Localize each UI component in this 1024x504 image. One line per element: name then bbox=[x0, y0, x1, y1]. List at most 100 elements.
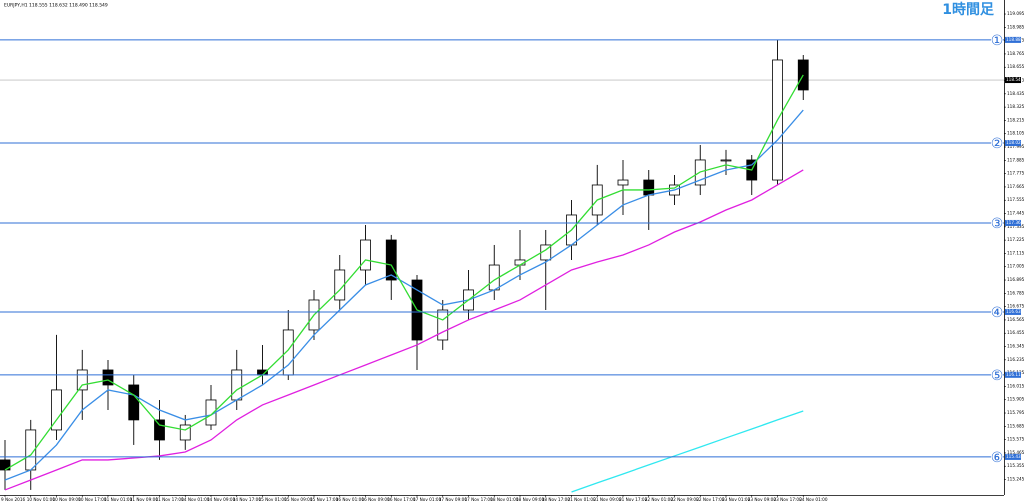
y-tick-label: 117.005 bbox=[1007, 264, 1024, 269]
current-price-label: 118.549 bbox=[1006, 77, 1024, 82]
y-tick-label: 117.885 bbox=[1007, 157, 1024, 162]
x-tick-label: 16 Nov 01:00 bbox=[336, 497, 365, 502]
y-tick-label: 117.665 bbox=[1007, 184, 1024, 189]
candle-body bbox=[643, 179, 655, 196]
y-tick-label: 116.785 bbox=[1007, 290, 1024, 295]
x-tick-label: 15 Nov 17:00 bbox=[310, 497, 339, 502]
y-tick-label: 119.095 bbox=[1007, 11, 1024, 16]
candle-body bbox=[617, 179, 629, 186]
timeframe-label: 1時間足 bbox=[942, 1, 995, 18]
y-tick-label: 118.105 bbox=[1007, 131, 1024, 136]
level-price-label: 116.631 bbox=[1006, 309, 1024, 314]
candle-body bbox=[720, 159, 732, 162]
y-tick-label: 116.565 bbox=[1007, 317, 1024, 322]
y-tick-label: 117.335 bbox=[1007, 224, 1024, 229]
level-label: ③ bbox=[991, 216, 1004, 232]
x-tick-label: 18 Nov 01:00 bbox=[490, 497, 519, 502]
level-price-box bbox=[1005, 308, 1021, 315]
y-tick-label: 117.115 bbox=[1007, 250, 1024, 255]
x-tick-label: 23 Nov 01:00 bbox=[722, 497, 751, 502]
level-marker-bg bbox=[991, 33, 1003, 46]
x-tick-label: 15 Nov 01:00 bbox=[259, 497, 288, 502]
y-tick-label: 116.345 bbox=[1007, 344, 1024, 349]
level-marker-bg bbox=[991, 216, 1003, 229]
x-tick-label: 10 Nov 17:00 bbox=[78, 497, 107, 502]
x-tick-label: 23 Nov 09:00 bbox=[748, 497, 777, 502]
x-tick-label: 14 Nov 09:00 bbox=[207, 497, 236, 502]
y-tick-label: 116.235 bbox=[1007, 357, 1024, 362]
candle-body bbox=[76, 369, 88, 391]
level-price-label: 117.367 bbox=[1006, 220, 1024, 225]
x-tick-label: 18 Nov 09:00 bbox=[516, 497, 545, 502]
y-tick-label: 118.435 bbox=[1007, 91, 1024, 96]
level-label: ① bbox=[991, 33, 1004, 49]
level-marker-bg bbox=[991, 368, 1003, 381]
x-tick-label: 23 Nov 17:00 bbox=[774, 497, 803, 502]
x-tick-label: 15 Nov 09:00 bbox=[284, 497, 313, 502]
level-price-label: 118.881 bbox=[1006, 37, 1024, 42]
y-tick-label: 117.445 bbox=[1007, 211, 1024, 216]
y-tick-label: 115.795 bbox=[1007, 410, 1024, 415]
x-tick-label: 21 Nov 01:00 bbox=[568, 497, 597, 502]
x-tick-label: 22 Nov 09:00 bbox=[671, 497, 700, 502]
x-tick-label: 16 Nov 17:00 bbox=[387, 497, 416, 502]
y-tick-label: 117.555 bbox=[1007, 197, 1024, 202]
candle-body bbox=[437, 309, 449, 341]
x-tick-label: 24 Nov 01:00 bbox=[799, 497, 828, 502]
level-marker-bg bbox=[991, 450, 1003, 463]
y-tick-label: 118.325 bbox=[1007, 104, 1024, 109]
level-label: ⑤ bbox=[991, 368, 1004, 384]
y-tick-label: 116.675 bbox=[1007, 304, 1024, 309]
x-tick-label: 21 Nov 17:00 bbox=[619, 497, 648, 502]
x-tick-label: 14 Nov 01:00 bbox=[181, 497, 210, 502]
level-price-box bbox=[1005, 371, 1021, 378]
level-price-box bbox=[1005, 219, 1021, 226]
x-tick-label: 16 Nov 09:00 bbox=[362, 497, 391, 502]
level-price-label: 116.111 bbox=[1006, 372, 1024, 377]
candle-body bbox=[179, 424, 191, 441]
x-tick-label: 9 Nov 2016 bbox=[1, 497, 25, 502]
y-tick-label: 118.765 bbox=[1007, 51, 1024, 56]
level-label: ④ bbox=[991, 305, 1004, 321]
x-tick-label: 17 Nov 09:00 bbox=[439, 497, 468, 502]
candle-body bbox=[385, 239, 397, 281]
level-marker-bg bbox=[991, 305, 1003, 318]
x-tick-label: 18 Nov 17:00 bbox=[542, 497, 571, 502]
x-tick-label: 22 Nov 17:00 bbox=[696, 497, 725, 502]
y-tick-label: 118.985 bbox=[1007, 24, 1024, 29]
x-tick-label: 17 Nov 17:00 bbox=[465, 497, 494, 502]
x-tick-label: 22 Nov 01:00 bbox=[645, 497, 674, 502]
ma-line bbox=[4, 109, 804, 481]
y-tick-label: 117.995 bbox=[1007, 144, 1024, 149]
y-tick-label: 118.655 bbox=[1007, 64, 1024, 69]
x-tick-label: 17 Nov 01:00 bbox=[413, 497, 442, 502]
ma-line bbox=[4, 169, 804, 491]
x-tick-label: 10 Nov 09:00 bbox=[53, 497, 82, 502]
x-tick-label: 11 Nov 17:00 bbox=[156, 497, 185, 502]
y-tick-label: 116.455 bbox=[1007, 330, 1024, 335]
y-tick-label: 115.685 bbox=[1007, 423, 1024, 428]
x-tick-label: 14 Nov 17:00 bbox=[233, 497, 262, 502]
y-tick-label: 117.775 bbox=[1007, 171, 1024, 176]
y-tick-label: 115.575 bbox=[1007, 437, 1024, 442]
y-tick-label: 116.015 bbox=[1007, 383, 1024, 388]
candle-body bbox=[154, 419, 165, 441]
x-tick-label: 21 Nov 09:00 bbox=[593, 497, 622, 502]
ma-line bbox=[4, 74, 804, 471]
level-price-box bbox=[1005, 453, 1021, 460]
chart-title: EURJPY,H1 118.555 118.632 118.490 118.54… bbox=[4, 3, 108, 9]
y-tick-label: 115.355 bbox=[1007, 463, 1024, 468]
ma-line bbox=[571, 410, 804, 493]
candle-body bbox=[360, 239, 371, 271]
level-price-label: 118.028 bbox=[1006, 140, 1024, 145]
candle-body bbox=[128, 384, 140, 421]
level-label: ② bbox=[991, 136, 1004, 152]
y-tick-label: 118.215 bbox=[1007, 117, 1024, 122]
y-tick-label: 115.465 bbox=[1007, 450, 1024, 455]
y-tick-label: 116.895 bbox=[1007, 277, 1024, 282]
y-tick-label: 117.225 bbox=[1007, 237, 1024, 242]
x-tick-label: 10 Nov 01:00 bbox=[27, 497, 56, 502]
level-label: ⑥ bbox=[991, 450, 1004, 466]
